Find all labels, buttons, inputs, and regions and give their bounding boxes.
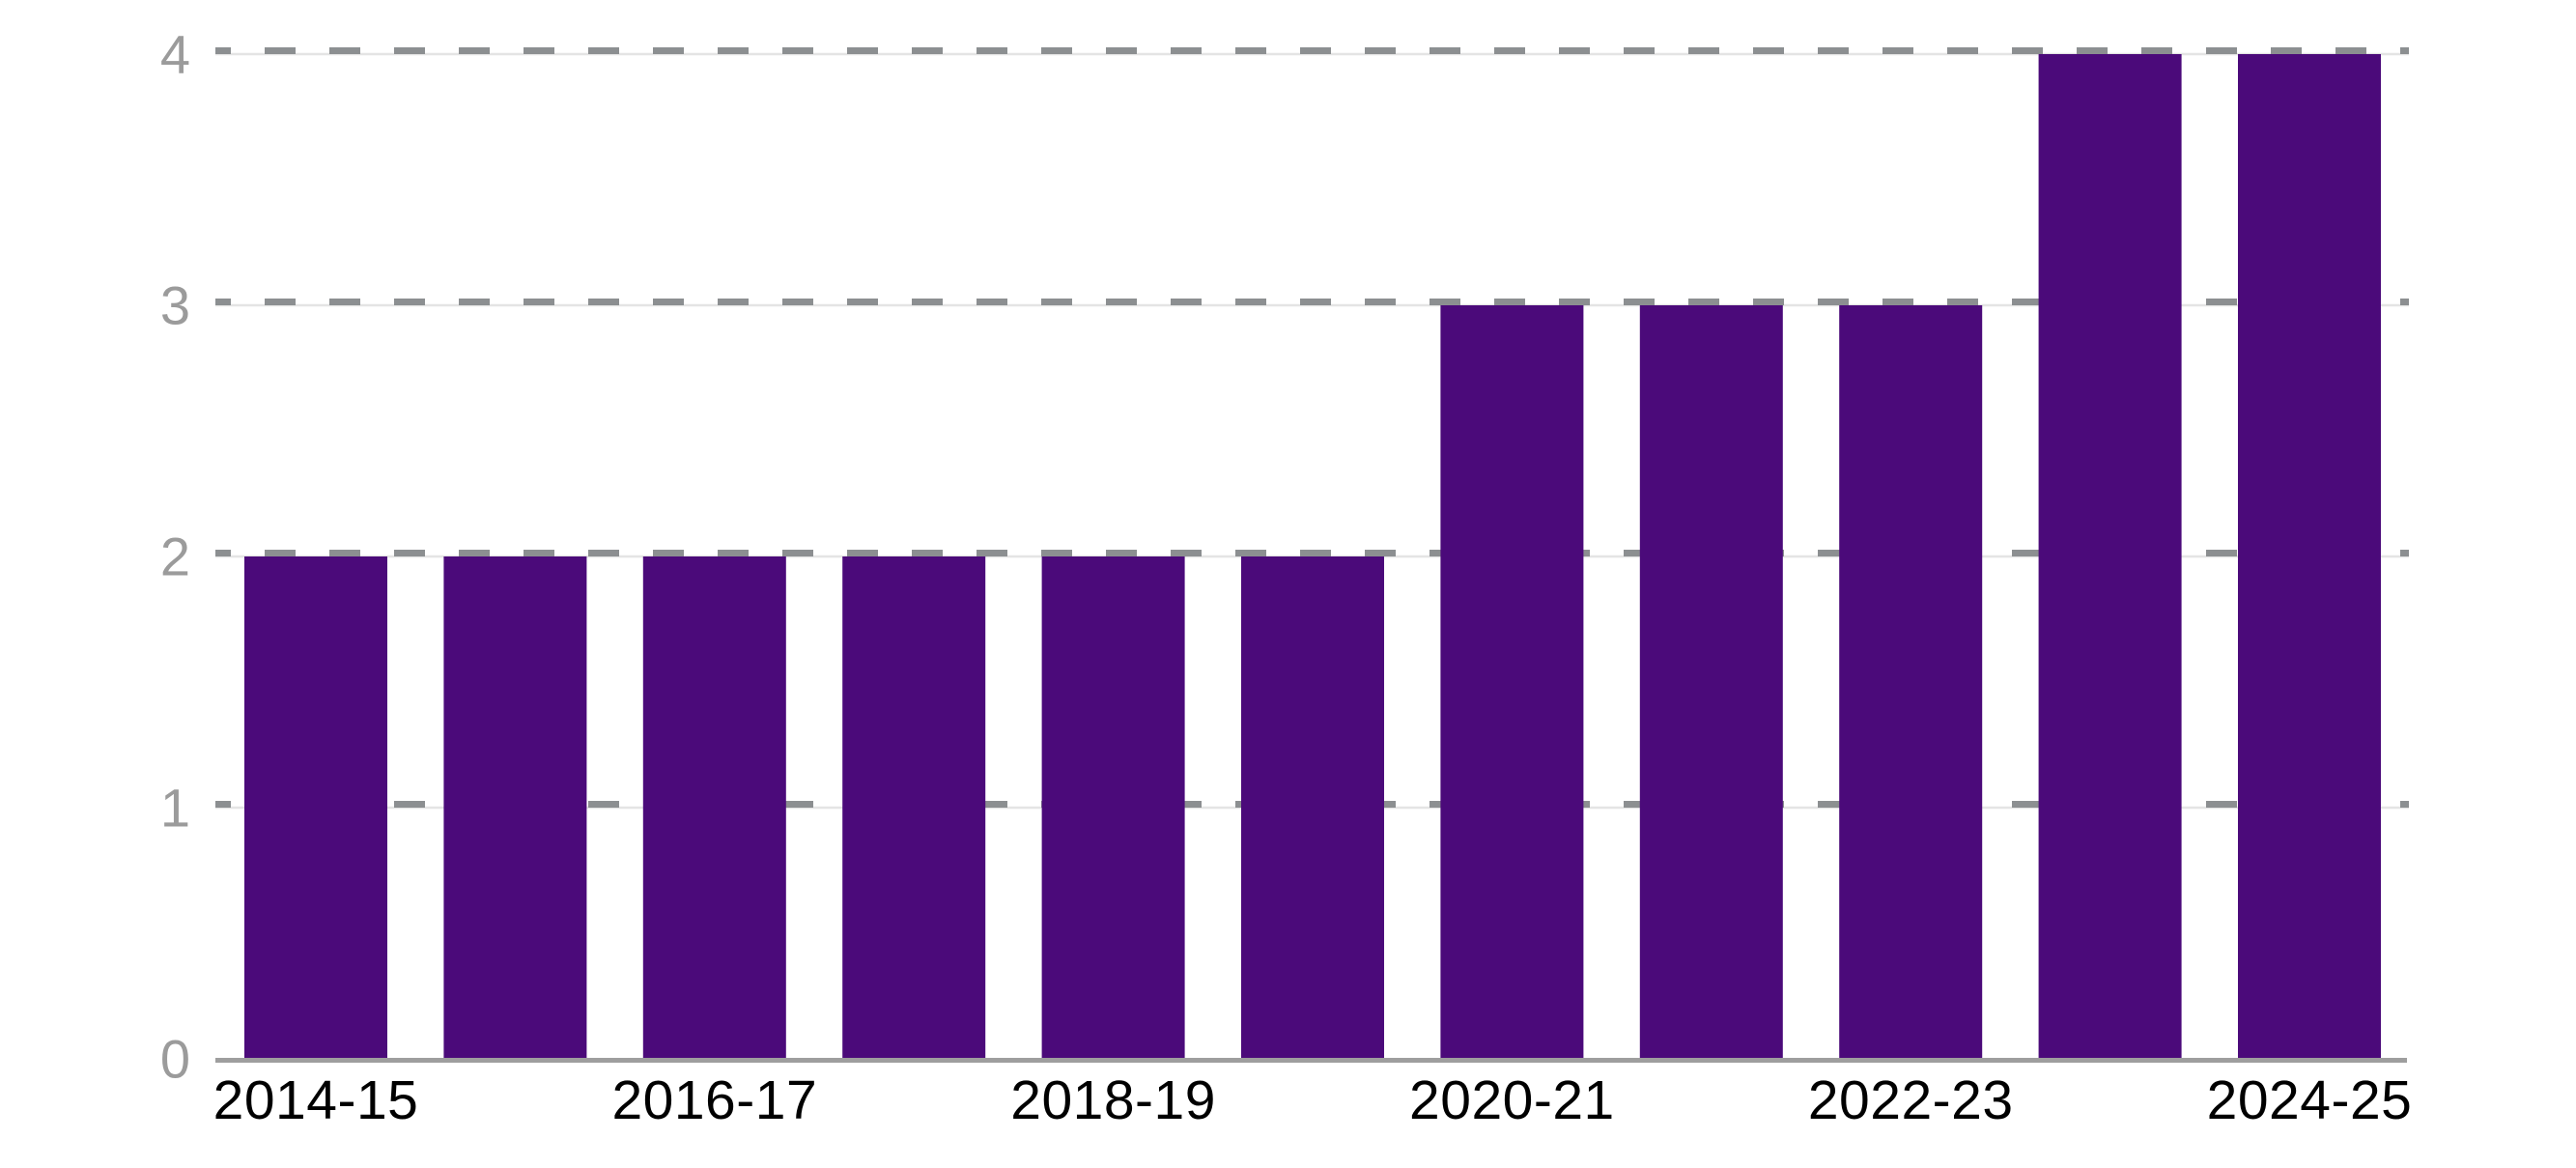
bars — [244, 54, 2381, 1059]
y-tick-label-4: 4 — [160, 24, 190, 85]
y-tick-label-2: 2 — [160, 527, 190, 587]
bar-2020-21 — [1440, 305, 1584, 1059]
x-tick-label-2018-19: 2018-19 — [1010, 1069, 1216, 1131]
bar-2014-15 — [244, 556, 387, 1059]
bar-2022-23 — [1839, 305, 1983, 1059]
bar-2021-22 — [1639, 305, 1783, 1059]
y-axis-labels: 0 1 2 3 4 — [160, 24, 190, 1090]
bar-2019-20 — [1241, 556, 1384, 1059]
bar-2024-25 — [2238, 54, 2381, 1059]
bar-2015-16 — [443, 556, 587, 1059]
bar-2023-24 — [2038, 54, 2182, 1059]
x-tick-label-2020-21: 2020-21 — [1409, 1069, 1615, 1131]
x-tick-label-2024-25: 2024-25 — [2207, 1069, 2413, 1131]
bar-2018-19 — [1041, 556, 1185, 1059]
bar-2017-18 — [842, 556, 986, 1059]
y-tick-label-0: 0 — [160, 1029, 190, 1090]
x-tick-label-2016-17: 2016-17 — [611, 1069, 817, 1131]
x-axis-labels: 2014-15 2016-17 2018-19 2020-21 2022-23 2024-… — [213, 1069, 2413, 1131]
bar-2016-17 — [642, 556, 786, 1059]
x-tick-label-2014-15: 2014-15 — [213, 1069, 419, 1131]
x-tick-label-2022-23: 2022-23 — [1808, 1069, 2014, 1131]
y-tick-label-1: 1 — [160, 778, 190, 839]
y-tick-label-3: 3 — [160, 275, 190, 336]
